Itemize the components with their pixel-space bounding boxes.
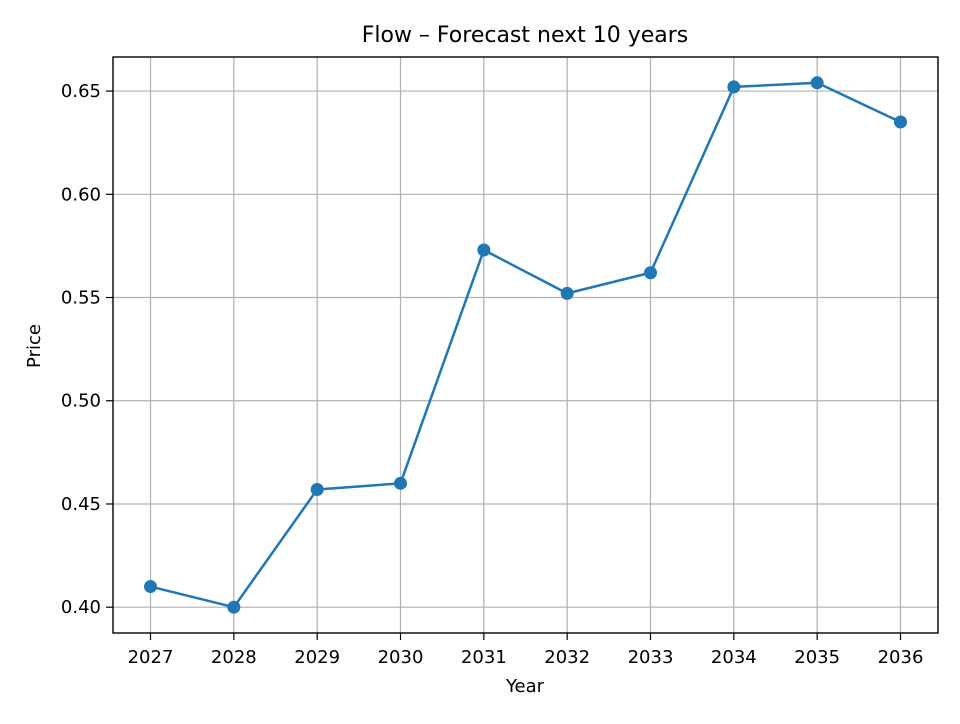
y-tick-label: 0.65 (61, 81, 101, 102)
data-point (727, 80, 741, 94)
x-axis-label: Year (505, 676, 545, 697)
x-tick-label: 2030 (378, 647, 424, 668)
y-tick-label: 0.55 (61, 288, 101, 309)
y-tick-label: 0.40 (61, 597, 101, 618)
series-line (149, 81, 902, 609)
x-tick-label: 2027 (128, 647, 174, 668)
x-tick-label: 2029 (294, 647, 340, 668)
data-point (394, 476, 407, 490)
axes-layer (106, 56, 939, 640)
grid-layer (113, 57, 938, 633)
x-tick-label: 2036 (878, 647, 924, 668)
x-tick-label: 2031 (461, 647, 507, 668)
x-tick-label: 2034 (711, 647, 757, 668)
data-point (310, 483, 324, 497)
data-point (560, 286, 574, 300)
y-tick-label: 0.60 (61, 184, 101, 205)
x-tick-label: 2033 (628, 647, 674, 668)
data-point (144, 580, 157, 594)
x-tick-label: 2035 (794, 647, 840, 668)
data-point (644, 266, 657, 280)
x-tick-label: 2028 (211, 647, 257, 668)
label-layer: Flow – Forecast next 10 years Year Price… (24, 23, 923, 697)
y-tick-label: 0.45 (61, 494, 101, 515)
chart-title: Flow – Forecast next 10 years (362, 23, 689, 48)
x-tick-label: 2032 (544, 647, 590, 668)
data-point (810, 76, 824, 90)
y-tick-label: 0.50 (61, 391, 101, 412)
y-axis-label: Price (24, 324, 45, 368)
data-point (477, 243, 491, 257)
data-point (227, 600, 241, 614)
data-point (894, 115, 907, 129)
series-layer (144, 76, 907, 614)
plot-frame (112, 56, 939, 634)
